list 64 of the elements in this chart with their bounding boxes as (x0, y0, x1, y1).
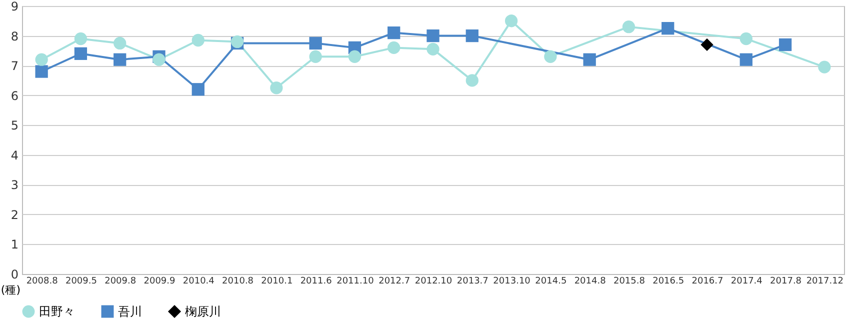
x-tick-label: 2017.8 (770, 276, 802, 286)
x-tick-label: 2015.8 (613, 276, 646, 286)
point (466, 29, 478, 42)
point (740, 53, 752, 66)
point (114, 36, 126, 50)
point (818, 60, 831, 74)
point (466, 74, 478, 87)
point (622, 20, 636, 34)
x-tick-label: 2014.8 (574, 276, 606, 286)
legend-label: 椈原川 (185, 304, 221, 319)
y-tick-label: 7 (10, 59, 18, 74)
y-tick-label: 1 (10, 238, 18, 252)
point (388, 41, 400, 54)
point (152, 53, 166, 66)
point (114, 53, 126, 66)
x-tick-label: 2014.5 (535, 276, 567, 286)
y-tick-label: 6 (10, 88, 18, 103)
x-tick-label: 2016.5 (652, 276, 684, 286)
y-tick-label: 9 (10, 0, 18, 14)
x-tick-label: 2010.1 (261, 276, 293, 286)
point (192, 83, 204, 96)
point (388, 26, 400, 40)
y-tick-label: 8 (10, 29, 18, 44)
point (426, 29, 440, 42)
point (309, 36, 322, 50)
point (192, 34, 204, 47)
y-axis-title: (種) (0, 284, 20, 296)
point (700, 38, 714, 52)
x-tick-label: 2009.9 (144, 276, 176, 286)
point (662, 22, 674, 35)
x-tick-label: 2011.10 (336, 276, 374, 286)
y-tick-label: 4 (10, 148, 18, 162)
x-tick-label: 2011.6 (300, 276, 332, 286)
x-tick-label: 2013.7 (456, 276, 488, 286)
legend-label: 吾川 (118, 304, 142, 319)
x-tick-label: 2012.10 (414, 276, 452, 286)
x-tick-label: 2013.10 (493, 276, 531, 286)
point (35, 65, 48, 78)
point (778, 38, 792, 52)
point (348, 50, 362, 63)
x-tick-label: 2009.8 (104, 276, 136, 286)
x-tick-label: 2010.4 (182, 276, 215, 286)
y-tick-label: 5 (10, 118, 18, 133)
point (309, 50, 322, 63)
y-tick-label: 3 (10, 178, 18, 192)
x-tick-label: 2016.7 (692, 276, 724, 286)
x-tick-label: 2010.8 (222, 276, 254, 286)
point (583, 53, 596, 66)
x-tick-label: 2008.8 (26, 276, 58, 286)
x-tick-label: 2009.5 (65, 276, 97, 286)
point (740, 32, 752, 46)
y-tick-label: 0 (10, 268, 18, 282)
point (544, 50, 557, 63)
x-tick-label: 2017.12 (806, 276, 844, 286)
x-tick-label: 2012.7 (378, 276, 410, 286)
y-tick-label: 2 (10, 208, 18, 222)
point (74, 47, 88, 60)
point (504, 14, 518, 28)
point (270, 82, 283, 94)
point (74, 32, 88, 46)
point (35, 53, 48, 66)
x-tick-label: 2017.4 (730, 276, 763, 286)
legend-label: 田野々 (39, 304, 75, 319)
point (426, 42, 440, 56)
